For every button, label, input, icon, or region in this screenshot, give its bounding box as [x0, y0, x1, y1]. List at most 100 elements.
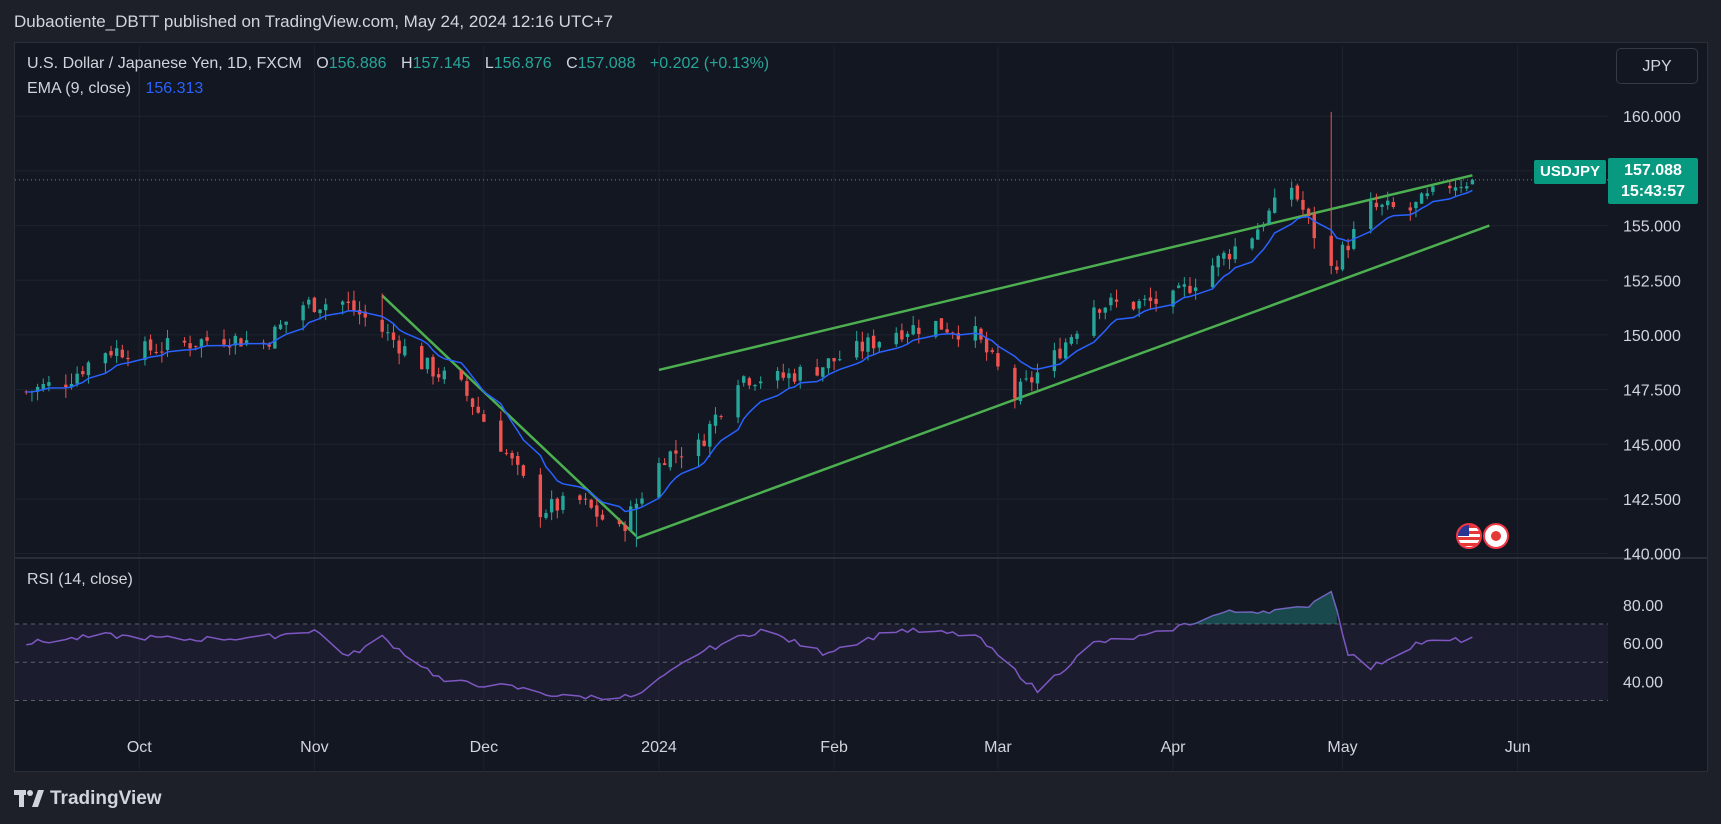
candle-body: [838, 359, 842, 361]
candle-body: [278, 324, 283, 329]
candle-body: [431, 356, 435, 377]
tradingview-logo-icon: [14, 790, 44, 807]
candle-body: [1193, 287, 1198, 291]
us-flag-icon[interactable]: [1456, 523, 1482, 549]
candle-body: [1092, 307, 1096, 336]
rsi-title[interactable]: RSI (14, close): [27, 571, 133, 588]
candle-body: [713, 414, 718, 426]
candle-body: [860, 341, 865, 352]
candle-body: [1250, 238, 1254, 249]
candle-body: [877, 342, 881, 348]
candle-body: [662, 463, 667, 466]
candle-body: [1414, 201, 1418, 209]
candles: [24, 111, 1475, 548]
candle-body: [742, 376, 746, 383]
currency-flags[interactable]: [1456, 523, 1518, 553]
time-tick-label: Oct: [127, 739, 152, 756]
candle-body: [182, 340, 187, 343]
price-tick-label: 152.500: [1623, 273, 1681, 290]
candle-body: [1222, 252, 1226, 259]
candle-body: [41, 384, 45, 390]
candle-body: [1176, 285, 1181, 288]
low-value: 156.876: [493, 55, 552, 72]
rsi-overbought-fill: [1184, 591, 1337, 625]
candle-body: [476, 406, 480, 413]
candle-body: [939, 318, 944, 330]
candle-body: [753, 385, 757, 387]
candle-body: [634, 503, 639, 509]
candle-body: [719, 415, 723, 417]
candle-body: [792, 373, 797, 382]
trendline: [658, 174, 1473, 372]
candle-body: [1210, 265, 1215, 288]
publish-info: Dubaotiente_DBTT published on TradingVie…: [14, 12, 613, 31]
candle-body: [595, 505, 599, 517]
candle-body: [1148, 297, 1153, 301]
time-tick-label: May: [1327, 739, 1357, 756]
candle-body: [854, 341, 859, 358]
change-value: +0.202 (+0.13%): [649, 55, 770, 72]
currency-button[interactable]: JPY: [1616, 48, 1698, 84]
candle-body: [510, 452, 514, 459]
rsi-tick-label: 80.00: [1623, 598, 1663, 615]
time-tick-label: Mar: [984, 739, 1012, 756]
time-tick-label: Dec: [470, 739, 498, 756]
candle-body: [301, 305, 305, 321]
footer[interactable]: TradingView: [14, 786, 162, 812]
candle-body: [1024, 378, 1028, 380]
candle-body: [815, 367, 819, 376]
candle-body: [1267, 210, 1271, 224]
chart-frame[interactable]: [14, 42, 1708, 772]
ema-line: [26, 189, 1473, 513]
candle-body: [984, 338, 989, 353]
ema-label[interactable]: EMA (9, close): [27, 80, 132, 97]
japan-flag-icon[interactable]: [1483, 523, 1509, 549]
candle-body: [154, 351, 158, 354]
candle-body: [600, 514, 605, 520]
candle-body: [148, 339, 153, 351]
candle-body: [1295, 185, 1300, 200]
candle-body: [470, 398, 475, 408]
candle-body: [81, 371, 85, 375]
candle-body: [35, 386, 40, 392]
candle-body: [109, 351, 113, 356]
candle-body: [1465, 186, 1469, 189]
candle-body: [1114, 299, 1119, 302]
rsi-panel: [15, 590, 1608, 702]
candle-body: [668, 451, 672, 468]
candle-body: [482, 414, 486, 422]
candle-body: [1425, 193, 1429, 197]
candle-body: [1064, 342, 1068, 359]
candle-body: [1335, 266, 1339, 270]
candle-body: [1216, 255, 1220, 268]
candle-body: [120, 349, 125, 358]
candle-body: [1391, 202, 1396, 207]
candle-body: [1273, 197, 1277, 213]
candle-body: [832, 358, 836, 362]
tradingview-brand: TradingView: [50, 788, 162, 809]
candle-body: [934, 320, 938, 337]
candle-body: [425, 357, 430, 370]
candle-body: [323, 304, 328, 311]
close-value: 157.088: [577, 55, 636, 72]
trendline: [635, 224, 1490, 540]
candle-body: [549, 499, 554, 513]
candle-body: [787, 373, 791, 379]
candle-body: [1301, 199, 1305, 210]
candle-body: [679, 456, 684, 458]
candle-body: [1261, 225, 1266, 228]
rsi-tick-label: 40.00: [1623, 674, 1663, 691]
candle-body: [403, 346, 407, 356]
candle-body: [544, 513, 548, 518]
rsi-tick-label: 60.00: [1623, 636, 1663, 653]
candle-body: [1408, 207, 1412, 211]
candle-body: [775, 370, 780, 381]
ema-value: 156.313: [145, 80, 204, 97]
symbol-description[interactable]: U.S. Dollar / Japanese Yen, 1D, FXCM: [27, 55, 302, 72]
candle-body: [465, 381, 469, 396]
candle-body: [386, 332, 390, 334]
candle-body: [905, 333, 910, 337]
candle-body: [736, 385, 740, 418]
candle-body: [1306, 208, 1311, 217]
